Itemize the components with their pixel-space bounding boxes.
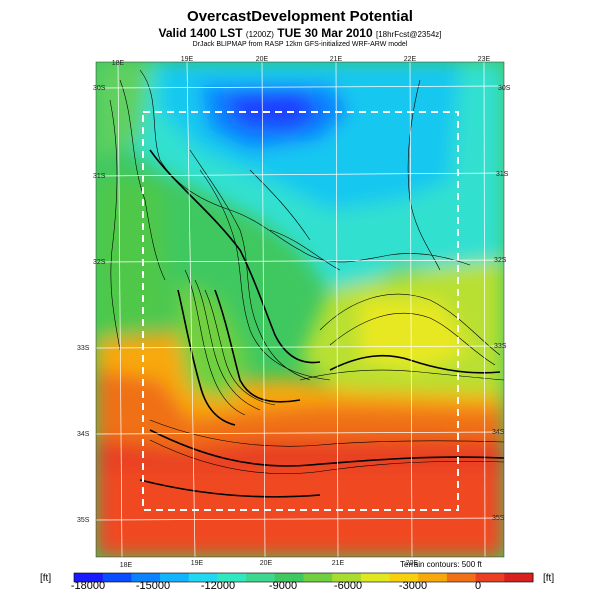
lon-label: 18E [112,60,125,67]
colorbar-tick-label: -15000 [135,580,171,592]
lon-label: 19E [191,560,204,567]
terrain-contours [109,69,504,474]
colorbar-swatch [360,573,391,582]
lon-label: 21E [332,560,345,567]
colorbar-tick-label: -9000 [268,580,298,592]
colorbar-swatch [160,573,190,582]
colorbar-tick-label: -18000 [70,580,106,592]
color-field [96,62,504,557]
lat-label: 31S [496,171,509,178]
valid-date: TUE 30 Mar 2010 [277,26,373,40]
map-frame [95,61,505,558]
coastline [139,149,504,498]
lat-labels-right: 30S 31S 32S 33S 34S 35S [492,85,511,522]
colorbar [73,572,534,583]
lat-label: 32S [494,257,507,264]
colorbar-swatch [102,573,132,582]
lat-label: 30S [498,85,511,92]
colorbar-tick-label: -12000 [200,580,236,592]
lon-labels-top: 18E 19E 20E 21E 22E 23E [112,56,491,67]
colorbar-swatch [332,573,362,582]
colorbar-border [73,572,534,583]
colorbar-unit-right: [ft] [543,573,555,584]
model-credit: DrJack BLIPMAP from RASP 12km GFS-initia… [192,41,408,48]
lon-label: 21E [330,56,343,63]
terrain-note: Terrain contours: 500 ft [400,560,482,569]
valid-prefix: Valid 1400 LST [158,26,243,40]
lat-labels-left: 30S 31S 32S 33S 34S 35S [77,85,106,524]
colorbar-unit-left: [ft] [40,573,52,584]
valid-z: (1200Z) [245,30,274,39]
lat-label: 32S [93,259,106,266]
lon-label: 18E [120,562,133,569]
lon-label: 20E [256,56,269,63]
lat-label: 33S [77,345,90,352]
colorbar-tick-label: 0 [474,580,482,592]
colorbar-swatch [246,573,276,582]
lat-label: 34S [77,431,90,438]
lon-labels-bottom: 18E 19E 20E 21E 22E [120,560,419,569]
colorbar-swatch [504,573,534,582]
lon-label: 22E [406,560,419,567]
lon-label: 23E [478,56,491,63]
inner-domain-box [142,111,459,511]
lat-label: 35S [77,517,90,524]
lat-label: 33S [494,343,507,350]
lat-label: 35S [492,515,505,522]
colorbar-swatch [446,573,477,582]
lat-label: 31S [93,173,106,180]
colorbar-swatch [303,573,333,582]
lat-label: 30S [93,85,106,92]
page-title: OvercastDevelopment Potential [187,8,413,25]
colorbar-swatch [217,573,247,582]
colorbar-swatch [188,573,218,582]
lon-label: 22E [404,56,417,63]
colorbar-tick-label: -3000 [398,580,428,592]
colorbar-swatch [418,573,448,582]
colorbar-swatch [274,573,304,582]
latlon-grid [96,62,504,557]
valid-time: Valid 1400 LST (1200Z) TUE 30 Mar 2010 [… [0,26,600,40]
colorbar-tick-label: -6000 [333,580,363,592]
lon-label: 20E [260,560,273,567]
valid-run: [18hrFcst@2354z] [376,30,442,39]
colorbar-swatch [74,573,104,582]
colorbar-swatch [131,573,161,582]
lat-label: 34S [492,429,505,436]
lon-label: 19E [181,56,194,63]
colorbar-swatch [475,573,505,582]
colorbar-swatch [389,573,419,582]
